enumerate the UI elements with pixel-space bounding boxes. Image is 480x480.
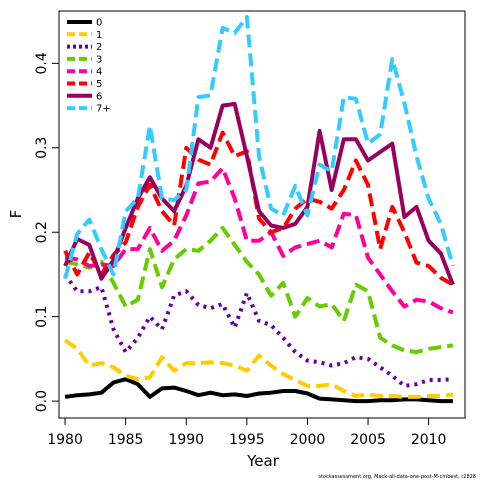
legend-label-5: 5 xyxy=(96,79,102,90)
x-tick-label: 1985 xyxy=(108,432,144,448)
series-layer xyxy=(63,14,455,404)
plot-frame xyxy=(58,10,466,419)
legend-label-1: 1 xyxy=(96,30,102,41)
x-axis-label: Year xyxy=(246,452,280,470)
series-line-0 xyxy=(64,377,453,404)
x-axis: 1980 1985 1990 1995 2000 2005 2010 xyxy=(47,418,446,448)
x-tick-label: 1995 xyxy=(229,432,265,448)
legend-label-0: 0 xyxy=(96,18,102,29)
legend-label-6: 6 xyxy=(96,91,102,102)
series-line-2 xyxy=(63,273,454,388)
y-tick-label: 0.4 xyxy=(34,52,50,74)
legend-label-4: 4 xyxy=(96,67,102,78)
y-axis-label: F xyxy=(7,210,25,219)
series-line-5 xyxy=(63,130,454,287)
series-line-3 xyxy=(64,226,454,355)
series-line-4 xyxy=(64,166,454,315)
x-tick-label: 2000 xyxy=(290,432,326,448)
y-tick-label: 0.0 xyxy=(34,390,50,412)
legend-label-2: 2 xyxy=(96,42,102,53)
y-tick-label: 0.3 xyxy=(34,137,50,159)
x-tick-label: 2005 xyxy=(350,432,386,448)
series-line-1 xyxy=(63,338,454,399)
legend-label-7plus: 7+ xyxy=(96,104,111,115)
y-axis: 0.0 0.1 0.2 0.3 0.4 xyxy=(34,52,59,412)
legend-label-3: 3 xyxy=(96,54,102,65)
y-tick-label: 0.2 xyxy=(34,221,50,243)
x-tick-label: 1980 xyxy=(47,432,83,448)
y-tick-label: 0.1 xyxy=(34,306,50,328)
series-line-7plus xyxy=(63,14,455,280)
source-note: stockassessment.org, Mack-all-data-one-p… xyxy=(318,474,476,480)
x-tick-label: 2010 xyxy=(411,432,447,448)
series-line-6 xyxy=(63,101,455,286)
x-tick-label: 1990 xyxy=(168,432,204,448)
